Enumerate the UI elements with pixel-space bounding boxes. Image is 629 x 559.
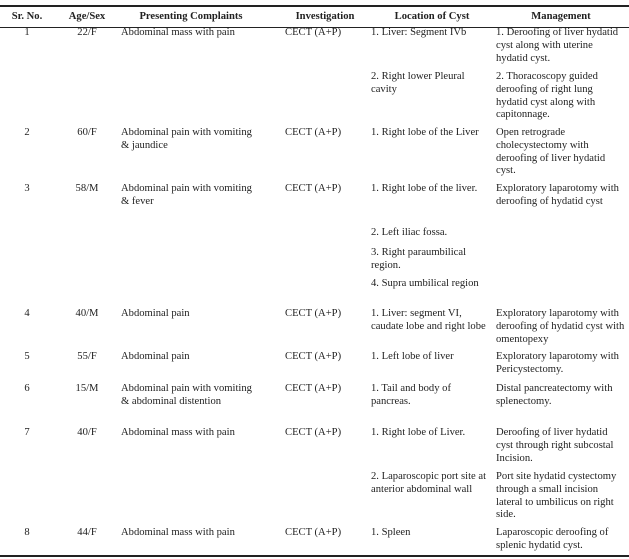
location-cell: 1. Right lobe of the liver. bbox=[371, 183, 478, 194]
location-cell: 1. Right lobe of Liver. bbox=[371, 427, 466, 438]
management-cell: Port site hydatid cystectomy through a s… bbox=[496, 471, 617, 521]
management-cell: 2. Thoracoscopy guided deroofing of righ… bbox=[496, 71, 598, 121]
location-cell: 4. Supra umbilical region bbox=[371, 278, 479, 289]
age-sex-cell: 22/F bbox=[77, 27, 97, 38]
location-cell: 1. Spleen bbox=[371, 527, 411, 538]
location-cell: 1. Right lobe of the Liver bbox=[371, 127, 479, 138]
sr-no-cell: 2 bbox=[24, 127, 30, 138]
complaint-cell: Abdominal mass with pain bbox=[121, 527, 235, 538]
sr-no-cell: 3 bbox=[24, 183, 30, 194]
age-sex-cell: 40/F bbox=[77, 427, 97, 438]
sr-no-cell: 8 bbox=[24, 527, 30, 538]
header-sr-no: Sr. No. bbox=[11, 11, 43, 22]
age-sex-cell: 40/M bbox=[75, 308, 99, 319]
age-sex-cell: 60/F bbox=[77, 127, 97, 138]
location-cell: 1. Tail and body of pancreas. bbox=[371, 383, 451, 407]
complaint-cell: Abdominal pain bbox=[121, 308, 190, 319]
location-cell: 1. Liver: Segment IVb bbox=[371, 27, 467, 38]
header-presenting-complaints: Presenting Complaints bbox=[139, 11, 243, 22]
location-cell: 1. Left lobe of liver bbox=[371, 351, 454, 362]
complaint-cell: Abdominal mass with pain bbox=[121, 27, 235, 38]
age-sex-cell: 55/F bbox=[77, 351, 97, 362]
management-cell: Open retrograde cholecystectomy with der… bbox=[496, 127, 606, 177]
management-cell: 1. Deroofing of liver hydatid cyst along… bbox=[496, 27, 619, 64]
management-cell: Laparoscopic deroofing of splenic hydati… bbox=[496, 527, 609, 551]
management-cell: Exploratory laparotomy with deroofing of… bbox=[496, 308, 625, 345]
location-cell: 2. Right lower Pleural cavity bbox=[371, 71, 465, 95]
complaint-cell: Abdominal mass with pain bbox=[121, 427, 235, 438]
age-sex-cell: 44/F bbox=[77, 527, 97, 538]
location-cell: 2. Laparoscopic port site at anterior ab… bbox=[371, 471, 487, 495]
sr-no-cell: 4 bbox=[24, 308, 30, 319]
investigation-cell: CECT (A+P) bbox=[285, 308, 342, 319]
complaint-cell: Abdominal pain bbox=[121, 351, 190, 362]
age-sex-cell: 15/M bbox=[75, 383, 99, 394]
location-cell: 1. Liver: segment VI, caudate lobe and r… bbox=[371, 308, 486, 332]
header-location-of-cyst: Location of Cyst bbox=[394, 11, 470, 22]
investigation-cell: CECT (A+P) bbox=[285, 383, 342, 394]
management-cell: Exploratory laparotomy with deroofing of… bbox=[496, 183, 619, 207]
management-cell: Exploratory laparotomy with Pericystecto… bbox=[496, 351, 619, 375]
investigation-cell: CECT (A+P) bbox=[285, 183, 342, 194]
header-age-sex: Age/Sex bbox=[68, 11, 106, 22]
complaint-cell: Abdominal pain with vomiting & abdominal… bbox=[121, 383, 252, 407]
top-rule bbox=[0, 5, 629, 7]
investigation-cell: CECT (A+P) bbox=[285, 427, 342, 438]
investigation-cell: CECT (A+P) bbox=[285, 27, 342, 38]
sr-no-cell: 1 bbox=[24, 27, 30, 38]
header-management: Management bbox=[531, 11, 591, 22]
header-rule bbox=[0, 27, 629, 28]
sr-no-cell: 5 bbox=[24, 351, 30, 362]
complaint-cell: Abdominal pain with vomiting & fever bbox=[121, 183, 252, 207]
header-investigation: Investigation bbox=[295, 11, 355, 22]
management-cell: Distal pancreatectomy with splenectomy. bbox=[496, 383, 613, 407]
complaint-cell: Abdominal pain with vomiting & jaundice bbox=[121, 127, 252, 151]
age-sex-cell: 58/M bbox=[75, 183, 99, 194]
management-cell: Deroofing of liver hydatid cyst through … bbox=[496, 427, 614, 464]
sr-no-cell: 6 bbox=[24, 383, 30, 394]
investigation-cell: CECT (A+P) bbox=[285, 351, 342, 362]
sr-no-cell: 7 bbox=[24, 427, 30, 438]
investigation-cell: CECT (A+P) bbox=[285, 127, 342, 138]
location-cell: 3. Right paraumbilical region. bbox=[371, 247, 467, 271]
investigation-cell: CECT (A+P) bbox=[285, 527, 342, 538]
bottom-rule bbox=[0, 555, 629, 557]
location-cell: 2. Left iliac fossa. bbox=[371, 227, 448, 238]
